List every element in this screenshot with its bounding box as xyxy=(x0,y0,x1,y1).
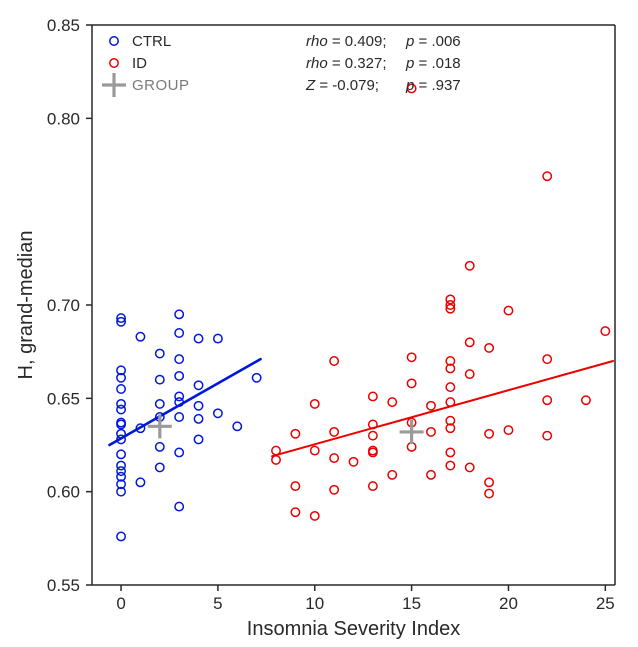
legend-label: ID xyxy=(132,55,147,72)
legend-label-group: GROUP xyxy=(132,77,190,94)
y-tick-label: 0.65 xyxy=(47,389,80,408)
x-tick-label: 20 xyxy=(499,594,518,613)
x-tick-label: 0 xyxy=(116,594,125,613)
x-axis-label: Insomnia Severity Index xyxy=(247,618,460,640)
chart-background xyxy=(0,0,638,647)
legend-label: CTRL xyxy=(132,33,171,50)
x-tick-label: 15 xyxy=(402,594,421,613)
legend-stats: rho = 0.409; xyxy=(306,33,387,50)
x-tick-label: 25 xyxy=(596,594,615,613)
y-tick-label: 0.60 xyxy=(47,483,80,502)
legend-stats: rho = 0.327; xyxy=(306,55,387,72)
legend-stats-group-p: p = .937 xyxy=(405,77,461,94)
y-tick-label: 0.55 xyxy=(47,576,80,595)
y-axis-label: H, grand-median xyxy=(15,231,37,380)
legend-stats-group: Z = -0.079; xyxy=(305,77,379,94)
y-tick-label: 0.85 xyxy=(47,16,80,35)
x-tick-label: 10 xyxy=(305,594,324,613)
legend-stats-p: p = .018 xyxy=(405,55,461,72)
scatter-chart: 0 5 10 15 20 25 0.55 0.60 0.65 0.70 0.80 0.85 Insomn… xyxy=(0,0,638,647)
legend-stats-p: p = .006 xyxy=(405,33,461,50)
x-tick-label: 5 xyxy=(213,594,222,613)
y-tick-label: 0.80 xyxy=(47,109,80,128)
y-tick-label: 0.70 xyxy=(47,296,80,315)
